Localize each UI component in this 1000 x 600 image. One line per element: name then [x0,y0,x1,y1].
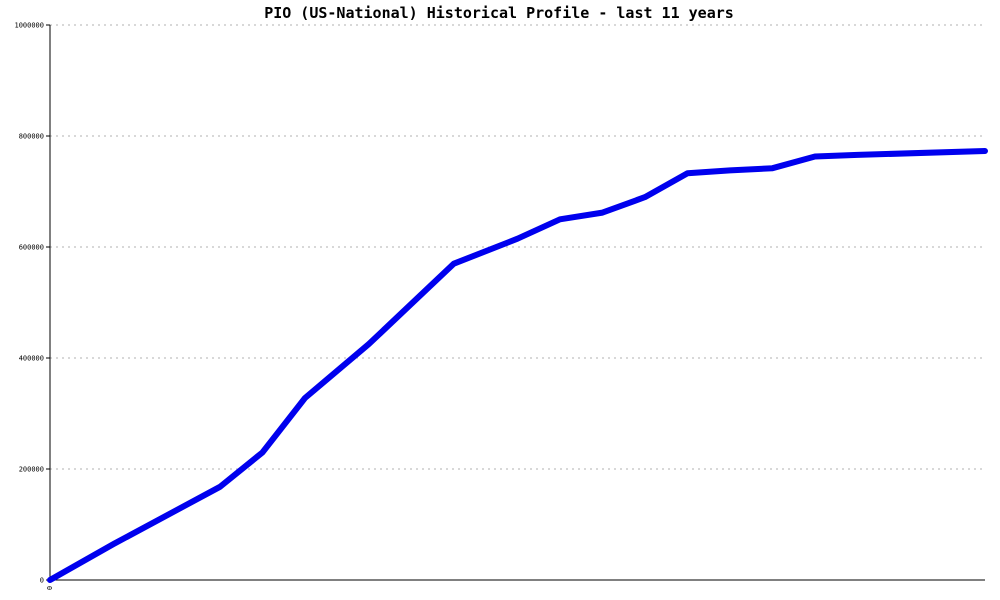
data-point [260,449,265,455]
axes [49,25,985,581]
x-tick-label: 0 [46,586,54,590]
data-point [855,152,860,158]
data-point [685,170,690,176]
data-point [812,154,818,159]
data-point [770,165,775,171]
y-tick-label: 600000 [19,244,44,252]
y-tick-label: 0 [40,577,44,585]
y-tick-label: 1000000 [14,22,44,30]
series-line [47,148,988,583]
tick-labels: 0 200000 400000 600000 800000 1000000 0 [14,22,54,591]
data-point [515,236,520,242]
data-point [982,148,988,154]
y-tick-label: 400000 [19,355,44,363]
data-point [302,395,308,401]
data-point [600,210,605,216]
data-point [217,484,223,490]
y-tick-label: 200000 [19,466,44,474]
data-point [111,541,117,547]
data-point [727,167,733,173]
chart-title: PIO (US-National) Historical Profile - l… [264,4,734,22]
data-point [366,341,372,347]
y-tick-label: 800000 [19,133,44,141]
data-point [47,577,53,583]
grid [50,24,985,470]
data-point [642,194,648,200]
series [47,148,988,583]
data-point [557,216,563,222]
data-point [451,261,457,267]
